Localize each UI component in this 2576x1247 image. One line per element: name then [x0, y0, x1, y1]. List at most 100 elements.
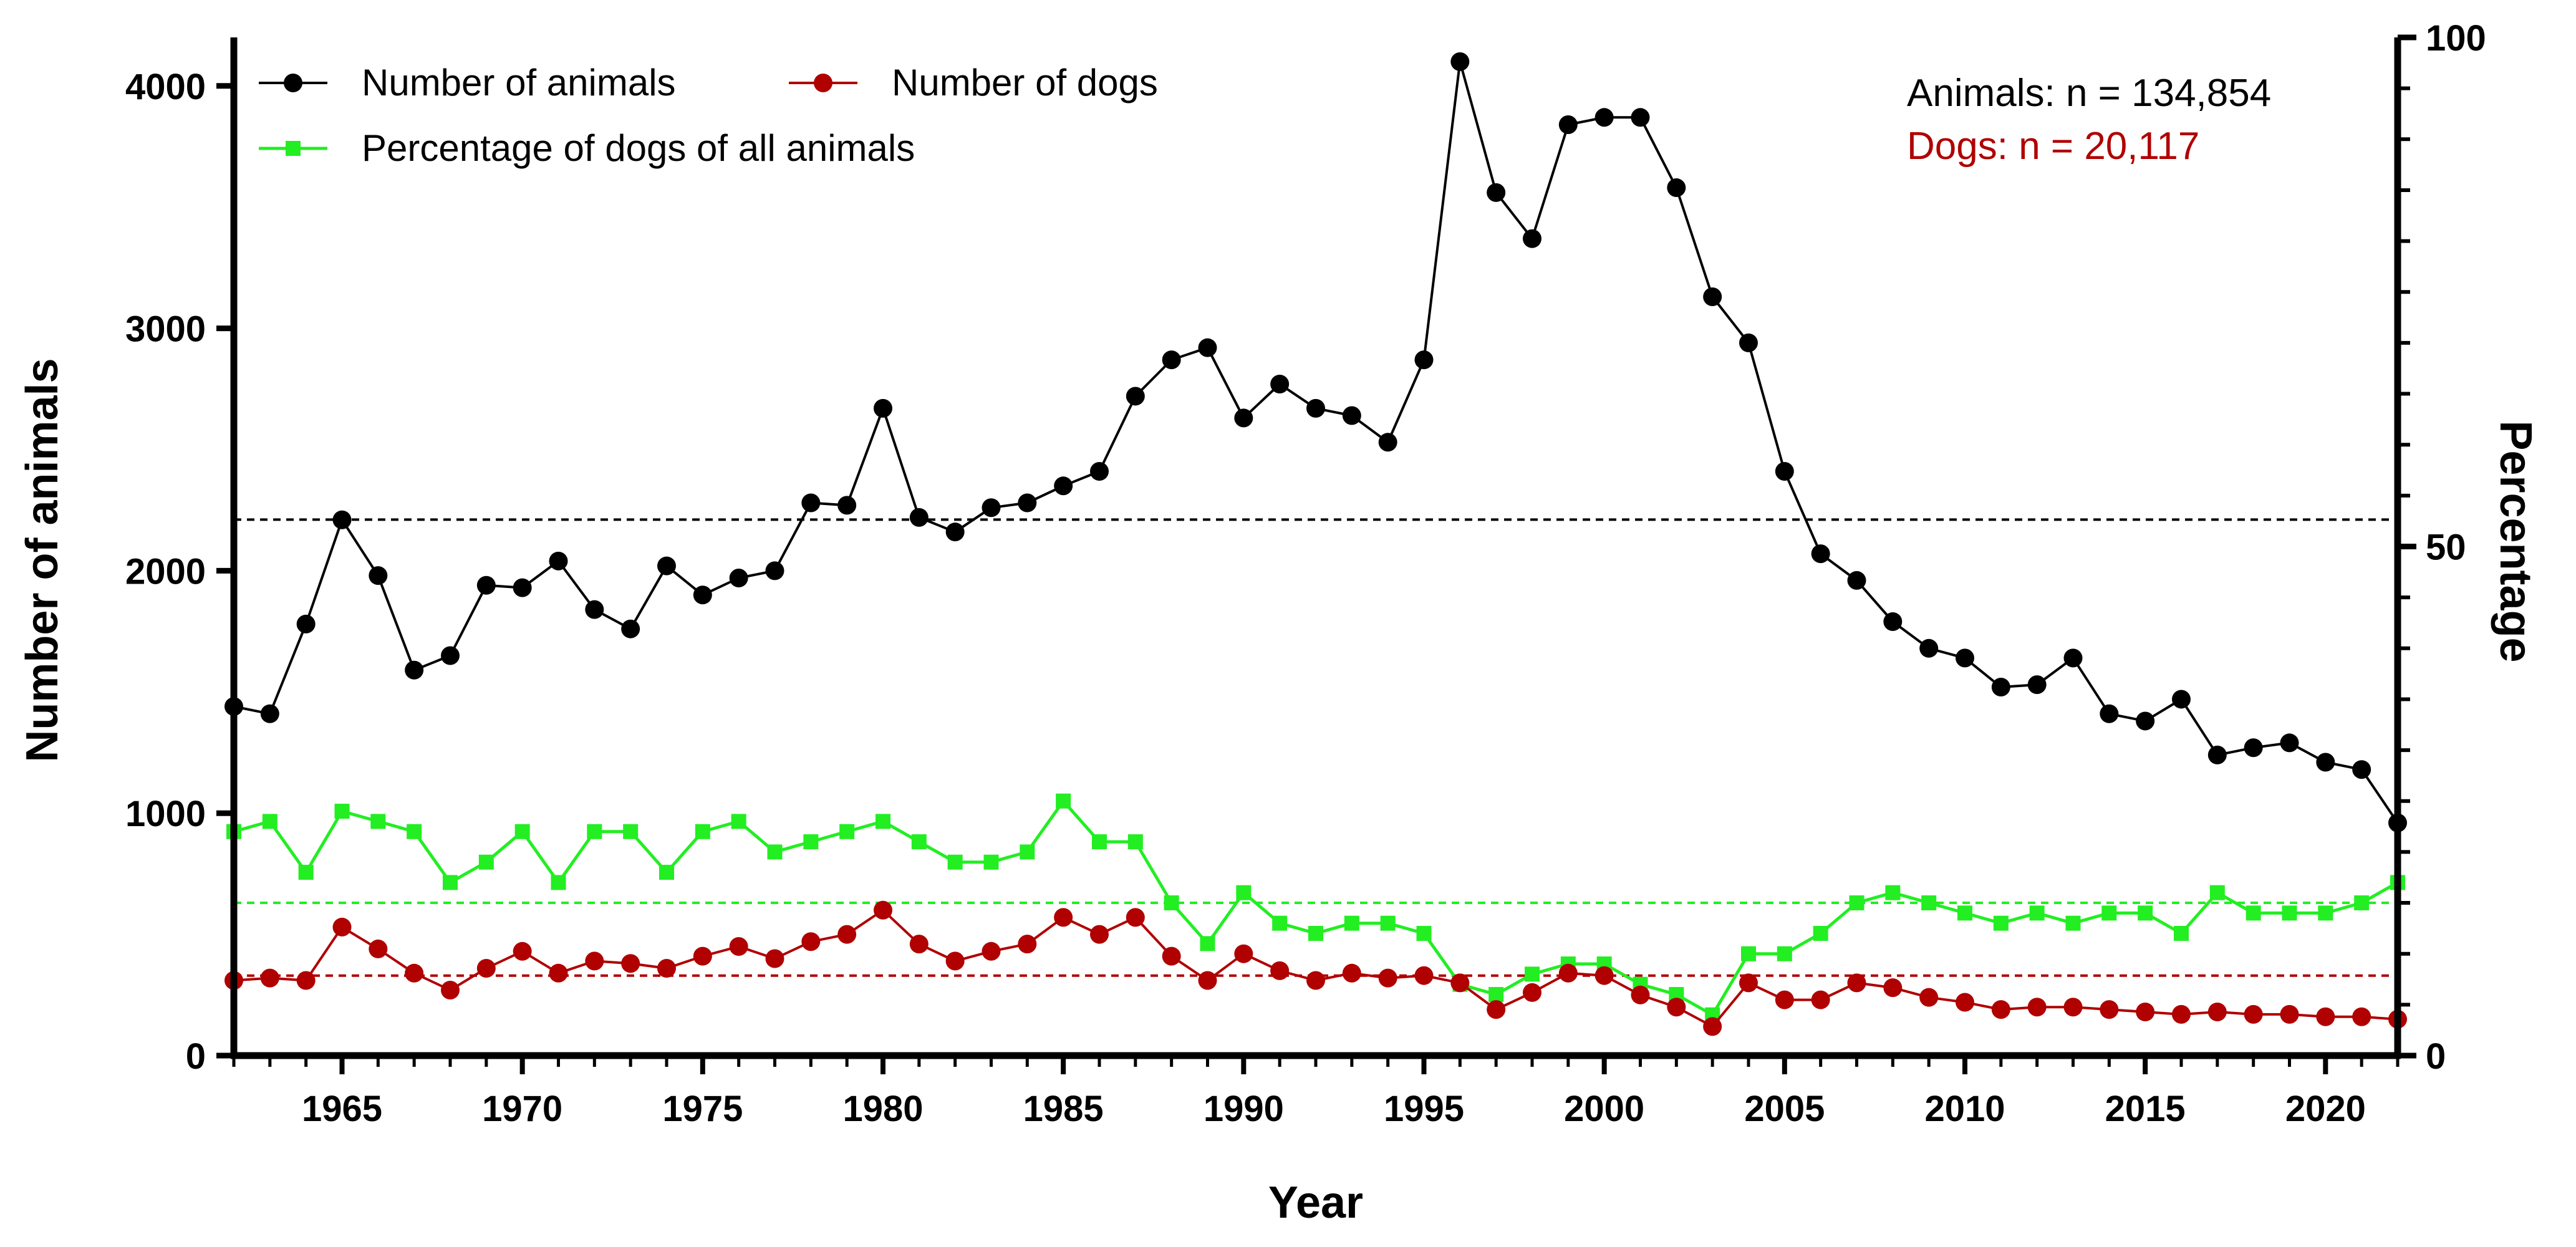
data-point-number-of-dogs-2008 [1883, 978, 1903, 998]
data-point-percentage-of-dogs-of-all-animals-2012 [2029, 905, 2045, 921]
data-point-percentage-of-dogs-of-all-animals-2017 [2209, 885, 2225, 900]
y-tick-label-4000: 4000 [125, 67, 206, 107]
data-point-percentage-of-dogs-of-all-animals-1974 [659, 865, 674, 880]
legend-marker [286, 141, 301, 156]
data-point-number-of-dogs-1965 [332, 917, 352, 936]
data-point-number-of-animals-2017 [2207, 745, 2227, 764]
data-point-percentage-of-dogs-of-all-animals-1964 [298, 865, 314, 880]
data-point-percentage-of-dogs-of-all-animals-1977 [767, 844, 783, 860]
data-point-number-of-animals-1990 [1234, 408, 1253, 428]
data-point-number-of-dogs-1976 [729, 937, 748, 956]
data-point-percentage-of-dogs-of-all-animals-1985 [1056, 793, 1071, 809]
data-point-number-of-animals-1989 [1198, 338, 1217, 357]
data-point-percentage-of-dogs-of-all-animals-1980 [876, 814, 890, 829]
data-point-number-of-dogs-1972 [585, 951, 604, 971]
data-point-number-of-animals-2013 [2063, 648, 2083, 668]
x-tick-label-1990: 1990 [1204, 1089, 1284, 1129]
data-point-number-of-dogs-1979 [837, 925, 857, 944]
data-point-number-of-dogs-1984 [1018, 935, 1037, 954]
data-point-number-of-animals-2003 [1703, 287, 1722, 307]
data-point-percentage-of-dogs-of-all-animals-1989 [1200, 936, 1215, 951]
y2-tick-label-0: 0 [2426, 1036, 2446, 1077]
data-point-number-of-dogs-1963 [260, 968, 279, 988]
data-point-number-of-dogs-1999 [1558, 963, 1578, 983]
data-point-percentage-of-dogs-of-all-animals-1994 [1380, 915, 1396, 931]
data-point-number-of-dogs-1986 [1090, 925, 1109, 944]
data-point-percentage-of-dogs-of-all-animals-1973 [623, 824, 639, 839]
data-point-number-of-dogs-2015 [2136, 1003, 2155, 1022]
data-point-percentage-of-dogs-of-all-animals-1987 [1127, 834, 1143, 850]
data-point-number-of-animals-1985 [1054, 476, 1073, 496]
data-point-number-of-dogs-1973 [621, 954, 640, 973]
data-point-number-of-dogs-2005 [1775, 990, 1794, 1009]
data-point-percentage-of-dogs-of-all-animals-1998 [1525, 966, 1540, 982]
data-point-number-of-animals-2000 [1594, 108, 1614, 127]
data-point-number-of-animals-1999 [1558, 115, 1578, 134]
data-point-number-of-animals-2007 [1847, 571, 1866, 590]
x-tick-label-2005: 2005 [1744, 1089, 1825, 1129]
legend-item-number-of-animals: Number of animals [259, 62, 676, 104]
data-point-number-of-dogs-2017 [2207, 1003, 2227, 1022]
data-point-percentage-of-dogs-of-all-animals-2018 [2246, 905, 2261, 921]
data-point-percentage-of-dogs-of-all-animals-1978 [803, 834, 819, 850]
axes-layer [216, 34, 2416, 1074]
data-point-number-of-animals-2016 [2172, 690, 2191, 709]
data-point-number-of-animals-1982 [945, 522, 965, 542]
data-point-number-of-dogs-1980 [874, 900, 892, 920]
data-point-number-of-dogs-1971 [549, 963, 568, 983]
tick-labels-layer: 0 1000 2000 3000 4000 0 50 100 1965 1970 1975 1980 1… [125, 18, 2486, 1129]
data-point-number-of-dogs-1990 [1234, 944, 1253, 963]
data-point-number-of-animals-1995 [1414, 350, 1434, 370]
data-point-number-of-animals-2020 [2316, 753, 2335, 772]
data-point-percentage-of-dogs-of-all-animals-1979 [839, 824, 855, 839]
data-point-number-of-dogs-2011 [1991, 1000, 2010, 1019]
y2-axis-title: Percentage [2491, 420, 2540, 662]
x-tick-label-1965: 1965 [302, 1089, 382, 1129]
data-point-number-of-animals-1977 [765, 561, 784, 580]
data-point-number-of-dogs-2016 [2172, 1004, 2191, 1024]
y2-tick-label-50: 50 [2426, 527, 2466, 568]
data-point-number-of-dogs-1981 [909, 935, 929, 954]
data-point-percentage-of-dogs-of-all-animals-1967 [407, 824, 422, 839]
data-point-number-of-animals-2021 [2352, 760, 2371, 779]
data-point-percentage-of-dogs-of-all-animals-1963 [262, 814, 277, 829]
data-point-number-of-animals-1978 [801, 493, 821, 513]
data-point-percentage-of-dogs-of-all-animals-1975 [695, 824, 710, 839]
data-point-number-of-animals-1997 [1487, 183, 1506, 202]
data-point-percentage-of-dogs-of-all-animals-2009 [1921, 895, 1937, 911]
data-point-number-of-dogs-1974 [657, 959, 676, 978]
data-point-number-of-animals-1988 [1162, 350, 1181, 370]
data-point-percentage-of-dogs-of-all-animals-2014 [2101, 905, 2117, 921]
x-tick-label-2015: 2015 [2105, 1089, 2186, 1129]
data-point-number-of-animals-2004 [1739, 333, 1758, 352]
data-point-number-of-dogs-1975 [693, 946, 712, 966]
data-point-number-of-animals-2019 [2280, 733, 2299, 753]
x-tick-label-1995: 1995 [1384, 1089, 1464, 1129]
data-point-percentage-of-dogs-of-all-animals-2019 [2282, 905, 2297, 921]
data-point-number-of-dogs-1964 [296, 971, 316, 990]
data-point-number-of-animals-2014 [2100, 704, 2119, 723]
y-tick-label-1000: 1000 [125, 794, 206, 834]
legend-label: Number of animals [362, 62, 676, 104]
data-point-number-of-dogs-2000 [1594, 966, 1614, 985]
data-point-number-of-animals-1965 [332, 510, 352, 529]
data-point-number-of-animals-2009 [1919, 638, 1939, 658]
data-point-number-of-dogs-1987 [1126, 908, 1145, 927]
data-point-number-of-animals-1973 [621, 619, 640, 638]
x-tick-label-1975: 1975 [662, 1089, 743, 1129]
data-point-number-of-dogs-1966 [369, 939, 388, 958]
data-point-number-of-animals-1968 [441, 646, 460, 665]
data-point-number-of-dogs-1983 [982, 941, 1001, 961]
data-point-percentage-of-dogs-of-all-animals-1969 [478, 854, 494, 870]
data-point-percentage-of-dogs-of-all-animals-1981 [911, 834, 927, 850]
data-point-number-of-dogs-2013 [2063, 998, 2083, 1017]
data-point-number-of-animals-2015 [2136, 711, 2155, 731]
series-number-of-dogs [224, 900, 2407, 1036]
data-point-percentage-of-dogs-of-all-animals-1965 [334, 804, 350, 819]
data-point-number-of-animals-2002 [1667, 178, 1686, 198]
data-point-percentage-of-dogs-of-all-animals-2011 [1993, 915, 2009, 931]
data-point-number-of-dogs-2002 [1667, 998, 1686, 1017]
legend-label: Number of dogs [892, 62, 1158, 104]
data-point-percentage-of-dogs-of-all-animals-1984 [1020, 844, 1035, 860]
